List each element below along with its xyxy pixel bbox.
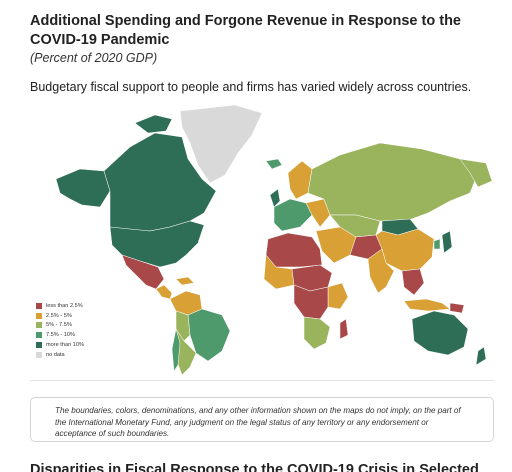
region-indonesia[interactable] [403,298,451,312]
legend-swatch [36,332,42,339]
legend-swatch [36,302,42,309]
region-madagascar[interactable] [339,318,349,340]
next-section-heading: Disparities in Fiscal Response to the CO… [30,462,479,472]
region-western-europe[interactable] [273,198,313,232]
region-north-africa[interactable] [265,232,323,268]
map-disclaimer: The boundaries, colors, denominations, a… [30,397,494,442]
region-east-africa[interactable] [327,282,349,310]
region-new-zealand[interactable] [475,346,487,366]
region-iceland[interactable] [265,158,283,170]
map-legend: less than 2.5% 2.5% - 5% 5% - 7.5% 7.5% … [36,301,84,360]
legend-swatch [36,351,42,358]
region-brazil[interactable] [187,308,231,362]
region-central-america[interactable] [155,284,173,300]
legend-swatch [36,312,42,319]
legend-item: 5% - 7.5% [36,321,84,331]
legend-label: 7.5% - 10% [46,332,75,339]
region-central-africa[interactable] [293,284,329,320]
legend-item: more than 10% [36,340,84,350]
legend-label: 5% - 7.5% [46,322,72,329]
region-southern-africa[interactable] [303,316,331,350]
legend-label: 2.5% - 5% [46,312,72,319]
region-russia-east[interactable] [459,158,493,188]
legend-label: less than 2.5% [46,302,83,309]
legend-item: 2.5% - 5% [36,311,84,321]
legend-swatch [36,322,42,329]
region-eastern-europe[interactable] [305,198,331,228]
legend-item: less than 2.5% [36,301,84,311]
region-canada-islands[interactable] [134,114,173,134]
region-korea[interactable] [433,238,441,250]
legend-label: no data [46,351,65,358]
region-russia[interactable] [307,142,479,222]
region-india[interactable] [367,248,395,294]
legend-item: 7.5% - 10% [36,330,84,340]
region-papua[interactable] [449,302,465,314]
region-uk[interactable] [269,188,281,208]
region-southeast-asia[interactable] [401,268,425,296]
world-map[interactable]: less than 2.5% 2.5% - 5% 5% - 7.5% 7.5% … [30,103,494,381]
region-peru-bolivia[interactable] [175,310,191,342]
world-map-svg [55,104,493,376]
region-japan[interactable] [441,230,453,254]
legend-label: more than 10% [46,342,84,349]
region-australia[interactable] [411,310,469,356]
region-caribbean[interactable] [175,276,195,286]
region-chile[interactable] [171,328,181,372]
map-description: Budgetary fiscal support to people and f… [30,80,472,94]
region-alaska[interactable] [55,168,111,208]
page-title: Additional Spending and Forgone Revenue … [30,13,461,48]
legend-item: no data [36,350,84,360]
page-subtitle: (Percent of 2020 GDP) [30,51,158,65]
region-greenland[interactable] [179,104,263,184]
legend-swatch [36,342,42,349]
